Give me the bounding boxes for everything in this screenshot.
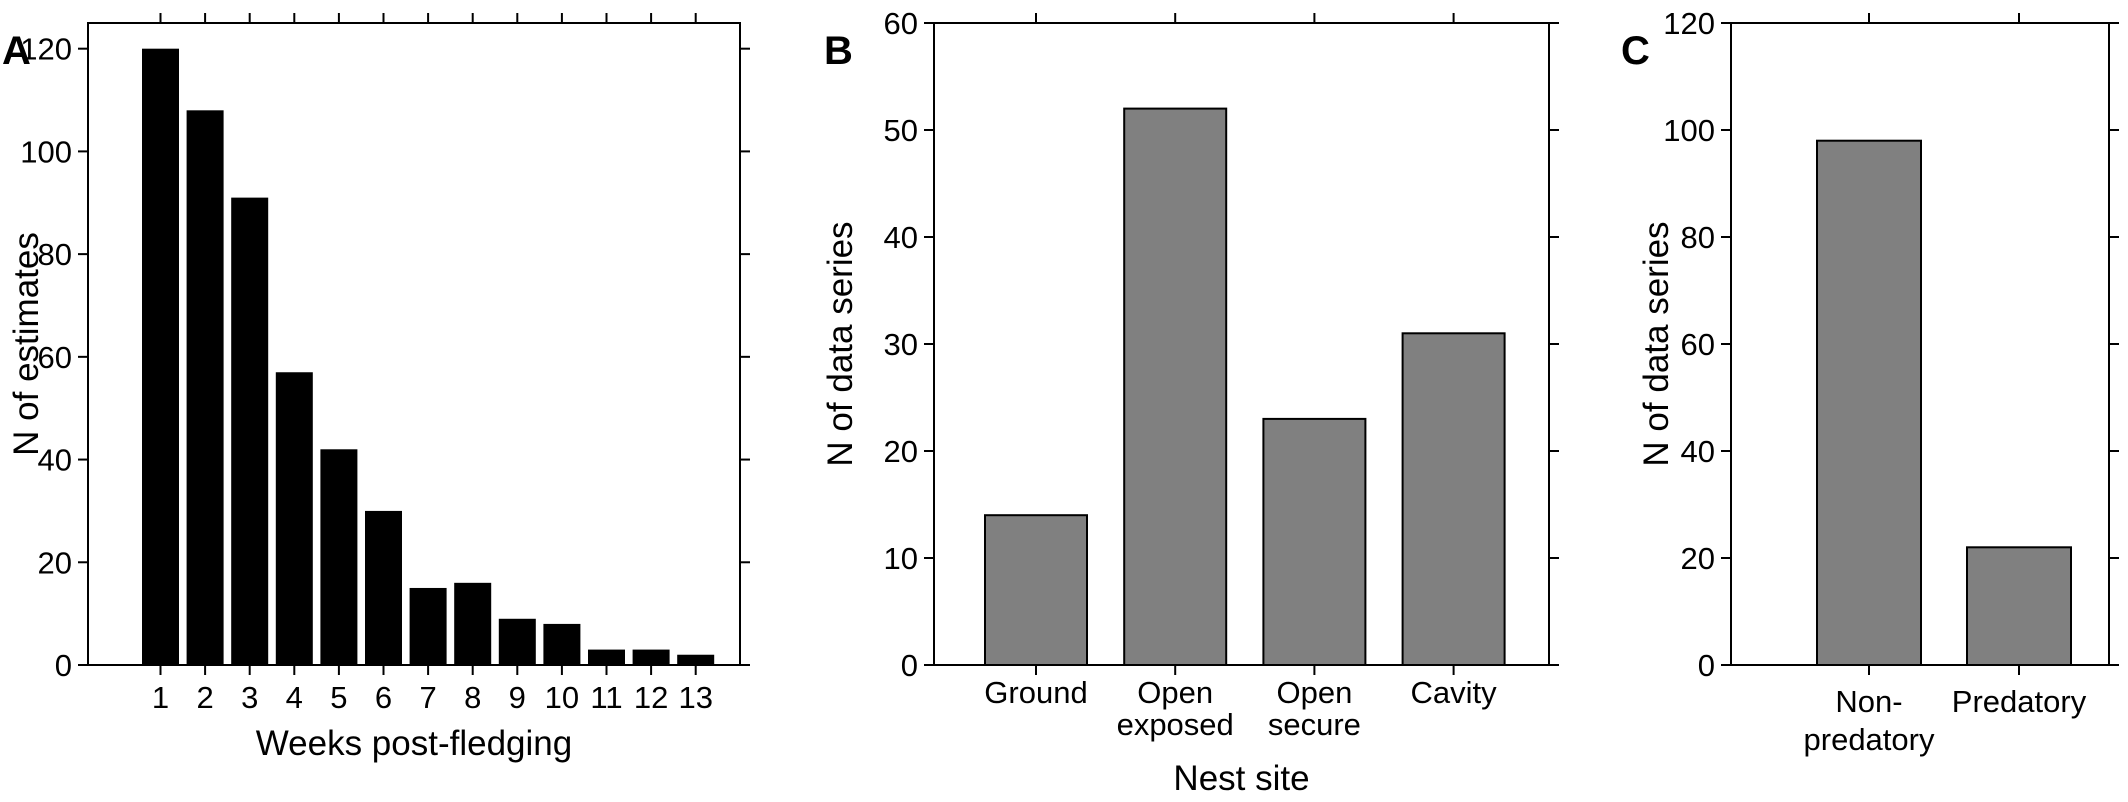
x-axis-title: Nest site (1173, 759, 1309, 798)
panel-letter: B (824, 29, 853, 73)
bar (454, 582, 492, 665)
bar (275, 372, 313, 665)
y-tick-label: 20 (38, 545, 72, 580)
x-tick-label: Cavity (1411, 675, 1498, 710)
panel-letter: A (2, 29, 31, 73)
bar (543, 623, 581, 665)
bar (186, 110, 224, 665)
x-tick-label: 1 (152, 680, 169, 715)
y-tick-label: 60 (884, 6, 918, 41)
y-tick-label: 80 (1681, 220, 1715, 255)
bar (1262, 417, 1367, 666)
bar (632, 649, 670, 665)
x-tick-label: 8 (464, 680, 481, 715)
y-tick-label: 100 (20, 134, 72, 169)
x-tick-label: Predatory (1952, 684, 2087, 719)
x-tick-label: 13 (678, 680, 712, 715)
y-tick-label: 10 (884, 541, 918, 576)
bar (1816, 139, 1922, 666)
y-tick-label: 0 (901, 648, 918, 683)
x-axis-title: Weeks post-fledging (256, 724, 572, 763)
x-tick-label: Non-predatory (1804, 684, 1935, 757)
bar (677, 654, 715, 665)
panel-c: C 0 20 40 60 80 100 120 Non-predatory Predatory N … (1621, 6, 2119, 757)
bar (1401, 332, 1506, 666)
y-axis-title: N of data series (1637, 221, 1676, 466)
y-tick-label: 100 (1663, 113, 1715, 148)
x-tick-label: 9 (509, 680, 526, 715)
x-tick-label: Ground (984, 675, 1087, 710)
x-tick-label: 12 (634, 680, 668, 715)
x-tick-label: 6 (375, 680, 392, 715)
y-tick-label: 40 (884, 220, 918, 255)
bar (365, 510, 402, 665)
x-tick-label: 3 (241, 680, 258, 715)
x-tick-label: 5 (330, 680, 347, 715)
y-tick-label: 40 (38, 443, 72, 478)
y-tick-label: 20 (884, 434, 918, 469)
x-tick-label: Open exposed (1117, 675, 1234, 742)
bar (409, 587, 447, 665)
bar (320, 449, 358, 665)
y-tick-label: 0 (1698, 648, 1715, 683)
y-tick-label: 40 (1681, 434, 1715, 469)
bar (588, 649, 625, 665)
y-tick-label: 0 (55, 648, 72, 683)
x-tick-label: Open secure (1268, 675, 1361, 742)
y-tick-label: 80 (38, 237, 72, 272)
panel-b: B 0 10 20 30 40 50 60 Ground Open exposed Open secur… (821, 6, 1559, 798)
y-axis-title: N of estimates (7, 232, 46, 456)
x-tick-label: 4 (286, 680, 303, 715)
y-tick-label: 60 (1681, 327, 1715, 362)
bar (1123, 107, 1228, 667)
bar (231, 197, 269, 665)
plot-frame (87, 22, 741, 666)
y-tick-label: 50 (884, 113, 918, 148)
x-tick-label: 10 (545, 680, 579, 715)
y-tick-label: 30 (884, 327, 918, 362)
bar (142, 48, 179, 666)
bar (1966, 546, 2072, 666)
y-tick-label: 120 (1663, 6, 1715, 41)
y-tick-label: 120 (20, 32, 72, 67)
x-tick-label: 11 (590, 680, 622, 715)
x-tick-label: 2 (196, 680, 213, 715)
bar (984, 514, 1088, 667)
y-tick-label: 60 (38, 340, 72, 375)
panel-letter: C (1621, 29, 1650, 73)
y-tick-label: 20 (1681, 541, 1715, 576)
y-axis-title: N of data series (821, 221, 860, 466)
bar (498, 618, 536, 665)
x-tick-label: 7 (419, 680, 436, 715)
